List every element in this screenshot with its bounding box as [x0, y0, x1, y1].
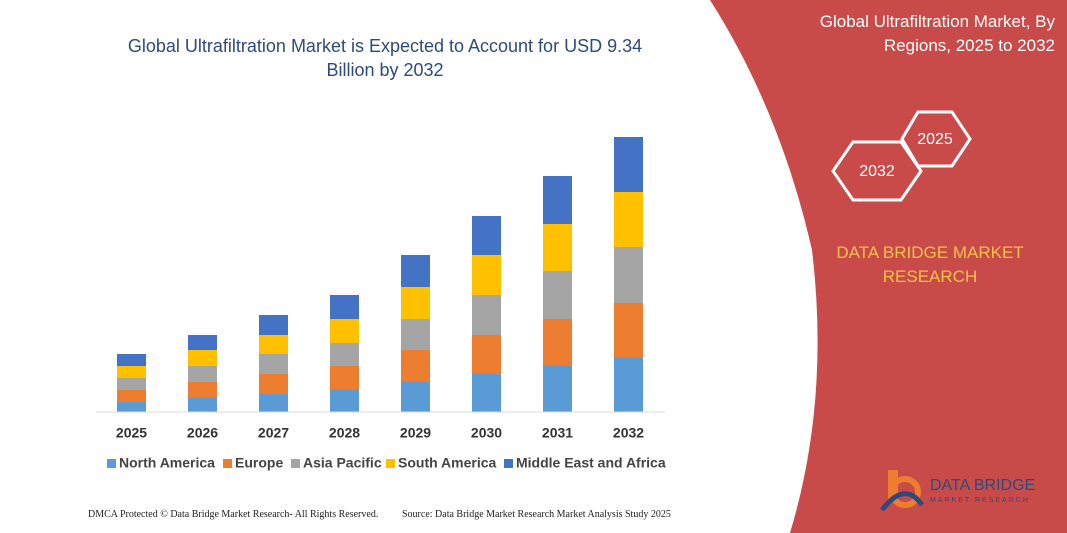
x-tick-label: 2026: [187, 425, 218, 441]
bar-segment: [401, 255, 430, 287]
bar-segment: [117, 402, 146, 412]
bar-segment: [188, 366, 217, 382]
panel-brand: DATA BRIDGE MARKET RESEARCH: [836, 243, 1024, 286]
bar-segment: [330, 343, 359, 366]
bar-segment: [543, 224, 572, 271]
legend-swatch: [223, 459, 232, 468]
side-panel: [710, 0, 1067, 533]
bar-segment: [543, 319, 572, 366]
bar-segment: [401, 350, 430, 382]
x-tick-label: 2025: [116, 425, 147, 441]
hex-label: 2025: [917, 131, 953, 148]
logo-tagline: MARKET RESEARCH: [930, 497, 1030, 504]
bar-segment: [401, 319, 430, 350]
bar-segment: [614, 247, 643, 303]
bar-segment: [614, 358, 643, 412]
bar-segment: [614, 192, 643, 247]
x-tick-label: 2031: [542, 425, 573, 441]
bar-segment: [543, 366, 572, 412]
bar-segment: [330, 390, 359, 412]
bar-segment: [259, 394, 288, 412]
bar-segment: [614, 137, 643, 192]
hex-label: 2032: [859, 163, 895, 180]
bar-segment: [117, 366, 146, 378]
bar-segment: [472, 255, 501, 295]
bar-segment: [401, 287, 430, 319]
bar-segment: [259, 335, 288, 354]
bar-segment: [543, 271, 572, 319]
bar-segment: [188, 350, 217, 366]
legend-label: Europe: [235, 455, 283, 471]
x-tick-label: 2032: [613, 425, 644, 441]
bar-segment: [614, 303, 643, 358]
x-tick-label: 2027: [258, 425, 289, 441]
panel-title: Global Ultrafiltration Market, By Region…: [819, 12, 1055, 55]
legend-label: South America: [398, 455, 496, 471]
hexagon: [900, 110, 972, 168]
bar-segment: [188, 335, 217, 350]
x-tick-label: 2028: [329, 425, 360, 441]
bar-segment: [117, 390, 146, 402]
bar-segment: [188, 382, 217, 398]
legend-swatch: [107, 459, 116, 468]
footer-left: DMCA Protected © Data Bridge Market Rese…: [88, 509, 379, 520]
bar-segment: [259, 374, 288, 394]
chart-title: Global Ultrafiltration Market is Expecte…: [127, 36, 643, 80]
legend-label: North America: [119, 455, 215, 471]
legend-label: Middle East and Africa: [516, 455, 666, 471]
bar-segment: [472, 216, 501, 255]
bar-segment: [472, 374, 501, 412]
legend-swatch: [386, 459, 395, 468]
bar-segment: [472, 295, 501, 335]
bar-segment: [472, 335, 501, 374]
bar-segment: [117, 354, 146, 366]
logo-name: DATA BRIDGE: [930, 477, 1035, 494]
bar-segment: [117, 378, 146, 390]
legend-label: Asia Pacific: [303, 455, 382, 471]
legend-swatch: [291, 459, 300, 468]
bar-segment: [401, 382, 430, 412]
bar-segment: [330, 295, 359, 319]
bar-segment: [543, 176, 572, 224]
x-tick-label: 2030: [471, 425, 502, 441]
bar-segment: [259, 354, 288, 374]
footer-right: Source: Data Bridge Market Research Mark…: [402, 509, 671, 520]
bar-segment: [259, 315, 288, 335]
bar-segment: [188, 398, 217, 412]
hexagon: [831, 140, 923, 202]
bar-segment: [330, 319, 359, 343]
x-tick-label: 2029: [400, 425, 431, 441]
logo-icon: [880, 470, 925, 512]
legend-swatch: [504, 459, 513, 468]
bar-segment: [330, 366, 359, 390]
